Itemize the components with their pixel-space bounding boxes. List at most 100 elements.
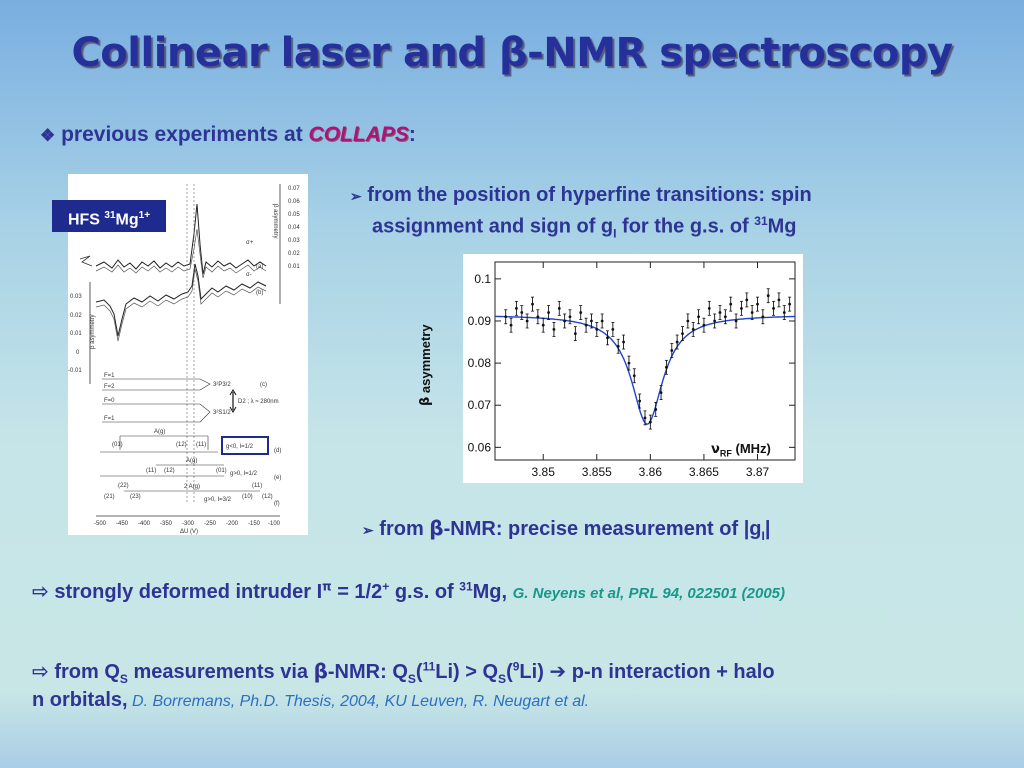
data-point: [611, 322, 615, 337]
data-point: [589, 313, 593, 329]
svg-text:D2 ; λ ≈ 280nm: D2 ; λ ≈ 280nm: [238, 399, 279, 405]
svg-text:(11): (11): [146, 468, 156, 474]
hfs-figure-svg: 0.03 0.02 0.01 0 -0.01 β asymmetry 0.07 …: [68, 184, 300, 535]
data-point: [573, 326, 577, 342]
outline-arrow-icon: ⇨: [32, 659, 49, 683]
data-point: [718, 305, 722, 320]
data-point: [648, 414, 652, 430]
svg-text:β asymmetry: β asymmetry: [272, 204, 278, 238]
data-point: [766, 288, 770, 304]
svg-text:-500: -500: [94, 521, 107, 527]
svg-text:(12): (12): [262, 494, 273, 500]
data-point: [723, 309, 727, 325]
x-tick-label: 3.865: [689, 465, 719, 479]
hfs-label: HFS 31Mg1+: [52, 200, 166, 232]
data-point: [756, 296, 759, 312]
svg-text:(d): (d): [274, 448, 281, 454]
data-point: [670, 343, 674, 358]
y-tick-label: 0.08: [468, 356, 492, 370]
reference-borremans: D. Borremans, Ph.D. Thesis, 2004, KU Leu…: [127, 693, 590, 710]
svg-text:0.05: 0.05: [288, 212, 300, 218]
data-point: [643, 410, 647, 426]
svg-text:A(g): A(g): [154, 429, 165, 435]
data-point: [697, 309, 701, 325]
svg-text:(a): (a): [256, 264, 263, 270]
nmr-chart: 3.85 3.855 3.86 3.865 3.87 0.06 0.07 0.08 0.09 0…: [468, 261, 796, 479]
data-point: [777, 292, 781, 308]
outline-arrow-icon: ⇨: [32, 579, 49, 603]
x-tick-label: 3.86: [639, 465, 663, 479]
svg-text:g<0, I=1/2: g<0, I=1/2: [226, 444, 254, 450]
data-point: [579, 305, 583, 320]
data-point: [531, 296, 534, 312]
svg-text:0.02: 0.02: [288, 251, 300, 257]
data-point: [606, 330, 609, 346]
svg-text:0.02: 0.02: [70, 313, 82, 319]
quadrupole-line-cont: n orbitals, D. Borremans, Ph.D. Thesis, …: [32, 689, 590, 711]
data-point: [681, 326, 684, 342]
svg-text:(10): (10): [242, 494, 253, 500]
svg-text:(01): (01): [112, 442, 123, 448]
svg-text:F=1: F=1: [104, 416, 115, 422]
svg-text:0.01: 0.01: [70, 331, 82, 337]
data-point: [541, 317, 545, 333]
y-tick-label: 0.1: [474, 272, 491, 286]
data-point: [675, 334, 679, 350]
svg-text:F=1: F=1: [104, 373, 115, 379]
data-point: [627, 355, 631, 371]
svg-text:(21): (21): [104, 494, 115, 500]
svg-text:2 A(g): 2 A(g): [184, 484, 200, 490]
svg-text:A(g): A(g): [186, 458, 197, 464]
data-point: [600, 313, 604, 329]
y-tick-label: 0.07: [468, 398, 492, 412]
fit-curve: [495, 315, 795, 425]
y-tick-label: 0.06: [468, 440, 492, 454]
svg-text:-450: -450: [116, 521, 129, 527]
svg-text:(c): (c): [260, 382, 267, 388]
intro-line: ❖ previous experiments at COLLAPS:: [40, 123, 416, 146]
data-point: [772, 300, 776, 316]
data-point: [536, 309, 540, 325]
data-point: [616, 338, 620, 354]
data-point: [707, 300, 711, 316]
reference-neyens: G. Neyens et al, PRL 94, 022501 (2005): [512, 585, 786, 602]
svg-text:-200: -200: [226, 521, 239, 527]
svg-text:(12): (12): [176, 442, 187, 448]
x-tick-label: 3.85: [532, 465, 556, 479]
data-point: [622, 334, 626, 350]
data-point: [509, 317, 513, 333]
svg-text:g>0, I=1/2: g>0, I=1/2: [230, 471, 258, 477]
data-point: [734, 313, 738, 329]
svg-text:-0.01: -0.01: [68, 368, 82, 374]
data-point: [520, 305, 524, 320]
svg-text:(11): (11): [252, 483, 262, 489]
svg-text:(12): (12): [164, 468, 175, 474]
svg-text:3²P3/2: 3²P3/2: [213, 382, 231, 388]
data-point: [713, 313, 717, 329]
nmr-y-axis-label: β asymmetry: [418, 324, 433, 406]
data-point: [547, 305, 551, 320]
nmr-x-axis-label: νRF (MHz): [711, 441, 771, 459]
data-point: [584, 317, 588, 333]
x-tick-label: 3.855: [582, 465, 612, 479]
quadrupole-line: ⇨ from QS measurements via β-NMR: QS(11L…: [32, 659, 775, 686]
data-point: [788, 296, 792, 312]
bullet-hyperfine: ➢ from the position of hyperfine transit…: [350, 184, 812, 206]
svg-text:-100: -100: [268, 521, 281, 527]
data-point: [552, 322, 556, 337]
data-point: [525, 313, 529, 329]
svg-text:σ+: σ+: [246, 240, 254, 246]
svg-text:(b): (b): [256, 290, 263, 296]
bullet-nmr: ➢ from β-NMR: precise measurement of |gI…: [362, 516, 771, 543]
data-point: [638, 393, 642, 409]
svg-text:-350: -350: [160, 521, 173, 527]
svg-text:β asymmetry: β asymmetry: [90, 315, 96, 349]
data-point: [729, 296, 733, 312]
deformed-intruder-line: ⇨ strongly deformed intruder Iπ = 1/2+ g…: [32, 579, 786, 603]
svg-text:σ-: σ-: [246, 272, 252, 278]
svg-text:0.06: 0.06: [288, 199, 300, 205]
svg-text:0.01: 0.01: [288, 264, 300, 270]
svg-text:-150: -150: [248, 521, 261, 527]
data-point: [761, 309, 765, 325]
svg-text:0: 0: [76, 350, 80, 356]
